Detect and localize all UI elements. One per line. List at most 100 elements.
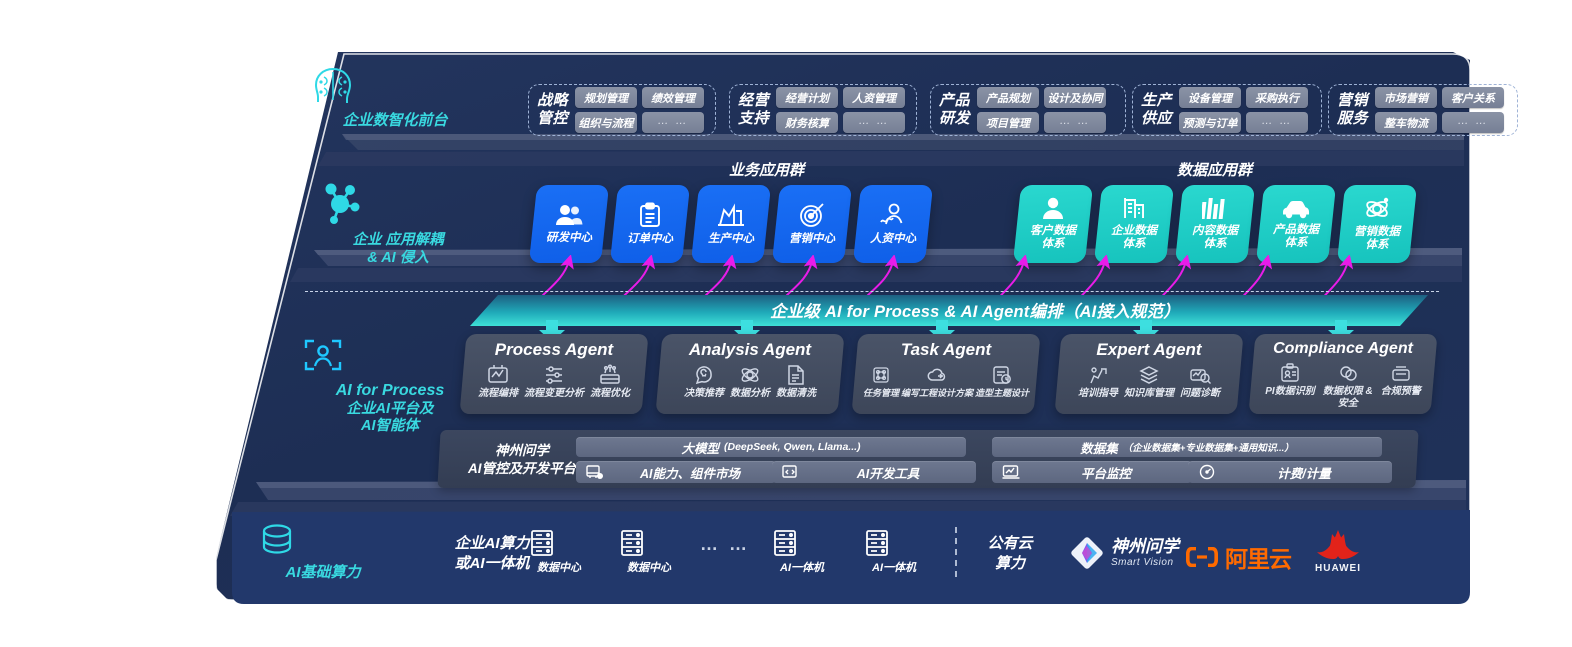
data-card-customer[interactable]: 客户数据 体系	[1012, 185, 1094, 263]
cloud-gear-icon	[926, 364, 948, 386]
logo-shenzhou-name: 神州问学	[1111, 537, 1179, 556]
app-card-marketing-center[interactable]: 营销中心	[771, 185, 853, 263]
agent-item[interactable]: 编写工程设计方案	[901, 364, 973, 398]
top-group-production-supply[interactable]: 生产 供应 设备管理 采购执行 预测与订单 … …	[1132, 84, 1322, 136]
agent-title: Task Agent	[900, 340, 992, 359]
server-icon	[770, 528, 834, 558]
top-group-marketing-service-title: 营销 服务	[1337, 92, 1369, 127]
logo-shenzhou-sub: Smart Vision	[1111, 557, 1174, 568]
speech-bulb-icon	[693, 364, 715, 386]
platform-bar-billing[interactable]: 计费/计量	[1188, 461, 1392, 483]
target-icon	[799, 202, 825, 228]
data-card-enterprise[interactable]: 企业数据 体系	[1093, 185, 1175, 263]
infra-node-ai-1[interactable]: AI一体机	[770, 528, 834, 575]
top-cell[interactable]: 规划管理	[575, 87, 638, 108]
logo-aliyun[interactable]: 阿里云	[1185, 540, 1292, 574]
data-card-content[interactable]: 内容数据 体系	[1174, 185, 1256, 263]
platform-bar-dataset[interactable]: 数据集 （企业数据集+专业数据集+通用知识...）	[992, 437, 1382, 457]
top-cell[interactable]: 采购执行	[1246, 87, 1309, 108]
infra-node-dc-2[interactable]: 数据中心	[617, 528, 681, 575]
infra-node-dc-1[interactable]: 数据中心	[527, 528, 591, 575]
agent-item[interactable]: 流程优化	[590, 364, 630, 400]
top-cell[interactable]: 财务核算	[776, 112, 839, 133]
agent-card-compliance[interactable]: Compliance Agent PI数据识别	[1248, 334, 1438, 414]
data-card-marketing[interactable]: 营销数据 体系	[1336, 185, 1418, 263]
top-cell[interactable]: 设备管理	[1179, 87, 1242, 108]
top-cell[interactable]: 设计及协同	[1044, 87, 1107, 108]
orchestration-label: 企业级 AI for Process & AI Agent编排（AI接入规范）	[770, 303, 1180, 321]
agent-item[interactable]: 培训指导	[1078, 364, 1118, 400]
top-cell-more[interactable]: … …	[1044, 112, 1107, 133]
agent-card-analysis[interactable]: Analysis Agent 决策推荐	[655, 334, 845, 414]
app-card-hr-center[interactable]: 人资中心	[852, 185, 934, 263]
agent-item-label: 流程变更分析	[524, 388, 584, 399]
optimize-icon	[599, 364, 621, 386]
top-group-marketing-service[interactable]: 营销 服务 市场营销 客户关系 整车物流 … …	[1328, 84, 1518, 136]
atom-icon	[1364, 195, 1390, 221]
platform-bar-ai-devtool[interactable]: AI开发工具	[772, 461, 976, 483]
top-cell-more[interactable]: … …	[642, 112, 705, 133]
agent-item[interactable]: 问题诊断	[1180, 364, 1220, 400]
platform-bar-llm[interactable]: 大模型 (DeepSeek, Qwen, Llama...)	[576, 437, 966, 457]
data-card-product[interactable]: 产品数据 体系	[1255, 185, 1337, 263]
app-card-order-center[interactable]: 订单中心	[609, 185, 691, 263]
platform-bar-billing-label: 计费/计量	[1277, 466, 1331, 481]
top-cell-more[interactable]: … …	[1246, 112, 1309, 133]
agent-card-expert[interactable]: Expert Agent 培训指导 知识	[1054, 334, 1244, 414]
platform-bar-ai-market[interactable]: AI能力、组件市场	[576, 461, 776, 483]
agent-item-label: 培训指导	[1078, 388, 1118, 399]
database-icon	[258, 522, 388, 558]
atom-gear-icon	[739, 364, 761, 386]
agent-title: Compliance Agent	[1273, 340, 1413, 357]
agent-item[interactable]: 数据分析	[730, 364, 770, 400]
doc-clean-icon	[785, 364, 807, 386]
agent-item[interactable]: 造型主题设计	[975, 364, 1029, 398]
platform-bar-monitor[interactable]: 平台监控	[992, 461, 1192, 483]
platform-bar-llm-sub: (DeepSeek, Qwen, Llama...)	[723, 441, 861, 453]
top-cell[interactable]: 预测与订单	[1179, 112, 1242, 133]
agent-item-label: 编写工程设计方案	[900, 388, 973, 398]
top-group-product-rd[interactable]: 产品 研发 产品规划 设计及协同 项目管理 … …	[930, 84, 1126, 136]
rail-ai-label-1: AI for Process	[335, 382, 445, 399]
rail-front-label: 企业数智化前台	[342, 112, 448, 129]
agent-item[interactable]: 任务管理	[863, 364, 899, 398]
agent-card-process[interactable]: Process Agent 流程编排 流	[459, 334, 649, 414]
agent-item[interactable]: 知识库管理	[1124, 364, 1174, 400]
top-cell[interactable]: 项目管理	[977, 112, 1040, 133]
data-card-label: 企业数据 体系	[1111, 225, 1157, 251]
top-cell[interactable]: 组织与流程	[575, 112, 638, 133]
top-cell[interactable]: 产品规划	[977, 87, 1040, 108]
logo-shenzhou[interactable]: 神州问学 Smart Vision	[1068, 534, 1179, 572]
top-cell[interactable]: 整车物流	[1375, 112, 1438, 133]
logo-huawei-name: HUAWEI	[1315, 563, 1361, 574]
agent-item[interactable]: 数据清洗	[776, 364, 816, 400]
task-net-icon	[870, 364, 892, 386]
agent-item-label: 流程优化	[590, 388, 630, 399]
agent-item[interactable]: 流程编排	[478, 364, 518, 400]
app-card-rd-center[interactable]: 研发中心	[528, 185, 610, 263]
rail-compute: AI基础算力	[258, 522, 388, 582]
top-cell-more[interactable]: … …	[843, 112, 906, 133]
layers-icon	[1138, 364, 1160, 386]
agent-item[interactable]: 决策推荐	[684, 364, 724, 400]
agent-item[interactable]: 流程变更分析	[524, 364, 584, 400]
agent-item[interactable]: 数据权限 & 安全	[1321, 362, 1375, 409]
top-group-strategy[interactable]: 战略 管控 规划管理 绩效管理 组织与流程 … …	[528, 84, 716, 136]
top-group-operations[interactable]: 经营 支持 经营计划 人资管理 财务核算 … …	[729, 84, 917, 136]
agent-item[interactable]: 合规预警	[1381, 362, 1421, 398]
top-cell[interactable]: 人资管理	[843, 87, 906, 108]
top-cell[interactable]: 绩效管理	[642, 87, 705, 108]
top-cell[interactable]: 经营计划	[776, 87, 839, 108]
top-cell[interactable]: 客户关系	[1442, 87, 1505, 108]
top-cell[interactable]: 市场营销	[1375, 87, 1438, 108]
app-card-production-center[interactable]: 生产中心	[690, 185, 772, 263]
infra-node-ai-2[interactable]: AI一体机	[862, 528, 926, 575]
infra-ellipsis: … …	[700, 534, 751, 554]
agent-item[interactable]: PI数据识别	[1265, 362, 1315, 398]
agent-card-task[interactable]: Task Agent 任务管理	[851, 334, 1041, 414]
alert-box-icon	[1390, 362, 1412, 384]
top-cell-more[interactable]: … …	[1442, 112, 1505, 133]
brain-head-icon	[310, 66, 480, 106]
logo-huawei[interactable]: HUAWEI	[1312, 528, 1364, 574]
